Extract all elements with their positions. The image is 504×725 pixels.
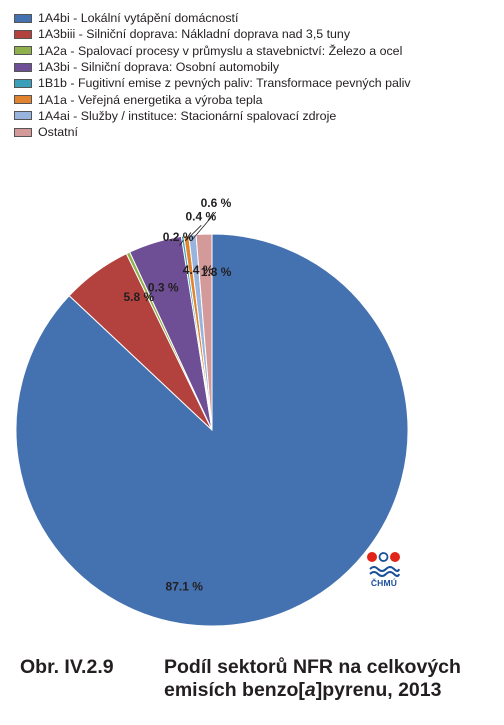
legend: 1A4bi - Lokální vytápění domácností 1A3bi… [14,10,411,140]
chmu-logo-icon [367,552,400,577]
legend-item: 1A1a - Veřejná energetika a výroba tepla [14,91,411,107]
leader-line [192,211,217,240]
legend-label: 1A1a - Veřejná energetika a výroba tepla [38,92,263,107]
chmu-logo-text: ČHMÚ [370,578,398,588]
figure-number: Obr. IV.2.9 [20,656,114,678]
legend-swatch [14,29,32,39]
legend-swatch [14,78,32,88]
legend-label: 1B1b - Fugitivní emise z pevných paliv: … [38,76,411,91]
data-label: 1.3 % [201,265,232,279]
caption-line-2: emisích benzo[a]pyrenu, 2013 [164,679,442,701]
legend-item: Ostatní [14,124,411,140]
legend-swatch [14,127,32,137]
legend-swatch [14,111,32,121]
legend-item: 1A4bi - Lokální vytápění domácností [14,10,411,26]
data-label: 0.6 % [201,196,232,210]
legend-swatch [14,46,32,56]
legend-item: 1A3biii - Silniční doprava: Nákladní dop… [14,26,411,42]
legend-label: 1A2a - Spalovací procesy v průmyslu a st… [38,43,403,58]
legend-label: 1A4ai - Služby / instituce: Stacionární … [38,108,337,123]
legend-swatch [14,13,32,23]
data-label: 4.4 % [183,263,214,277]
legend-label: Ostatní [38,125,78,140]
legend-item: 1A3bi - Silniční doprava: Osobní automob… [14,59,411,75]
legend-item: 1A4ai - Služby / instituce: Stacionární … [14,108,411,124]
leader-line [179,239,184,247]
legend-swatch [14,62,32,72]
data-label: 87.1 % [166,580,204,594]
data-label: 0.3 % [148,280,179,294]
legend-label: 1A3biii - Silniční doprava: Nákladní dop… [38,27,351,42]
legend-swatch [14,95,32,105]
data-label: 0.2 % [163,230,194,244]
legend-item: 1B1b - Fugitivní emise z pevných paliv: … [14,75,411,91]
data-label: 5.8 % [123,290,154,304]
legend-item: 1A2a - Spalovací procesy v průmyslu a st… [14,43,411,59]
pie-chart: 87.1 %5.8 %0.3 %4.4 %0.2 %0.4 %0.6 %1.3 … [15,196,409,627]
legend-label: 1A3bi - Silniční doprava: Osobní automob… [38,60,280,75]
legend-label: 1A4bi - Lokální vytápění domácností [38,11,239,26]
figure-caption: Obr. IV.2.9 Podíl sektorů NFR na celkovýc… [20,656,500,702]
leader-line [186,224,202,240]
caption-line-1: Podíl sektorů NFR na celkových [164,656,461,678]
